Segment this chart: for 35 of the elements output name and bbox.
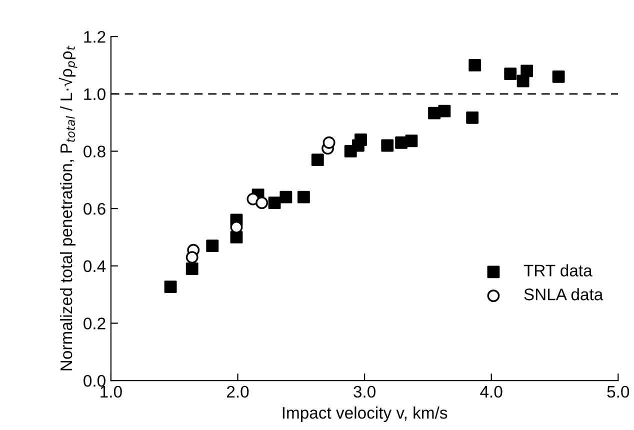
y-tick-label: 0.0: [84, 374, 106, 387]
x-tick-label: 2.0: [227, 386, 249, 398]
point: [466, 111, 479, 124]
point: [354, 134, 367, 146]
point: [280, 190, 292, 204]
x-axis-title: Impact velocity v, km/s: [282, 406, 448, 422]
point: [504, 68, 517, 80]
point: [520, 64, 534, 78]
point: [268, 196, 281, 210]
point: [405, 134, 418, 148]
legend-label: TRT data: [524, 264, 592, 276]
point: [164, 280, 177, 294]
y-tick-label: 0.6: [84, 202, 106, 215]
y-axis-title: Normalized total penetration, P$_{total}$ / L·√ρ$_{p}$ρ$_{t}$: [58, 46, 78, 370]
y-tick-label: 0.8: [84, 146, 106, 158]
y-tick-label: 0.2: [84, 318, 106, 330]
legend-label: SNLA data: [524, 288, 604, 300]
point: [552, 70, 565, 83]
point: [311, 154, 324, 166]
x-tick-label: 1.0: [100, 386, 122, 398]
x-tick-label: 4.0: [480, 386, 502, 398]
point: [206, 240, 219, 252]
point: [322, 136, 336, 149]
y-tick-label: 1.2: [84, 30, 106, 43]
point: [256, 196, 268, 210]
point: [297, 190, 310, 204]
point: [186, 262, 198, 275]
y-tick-label: 1.0: [84, 88, 106, 100]
point: [186, 251, 198, 264]
y-tick-label: 0.4: [84, 260, 106, 272]
point: [381, 139, 394, 152]
x-tick-label: 5.0: [607, 386, 630, 398]
point: [468, 59, 482, 72]
point: [438, 104, 451, 118]
x-tick-label: 3.0: [354, 386, 376, 398]
